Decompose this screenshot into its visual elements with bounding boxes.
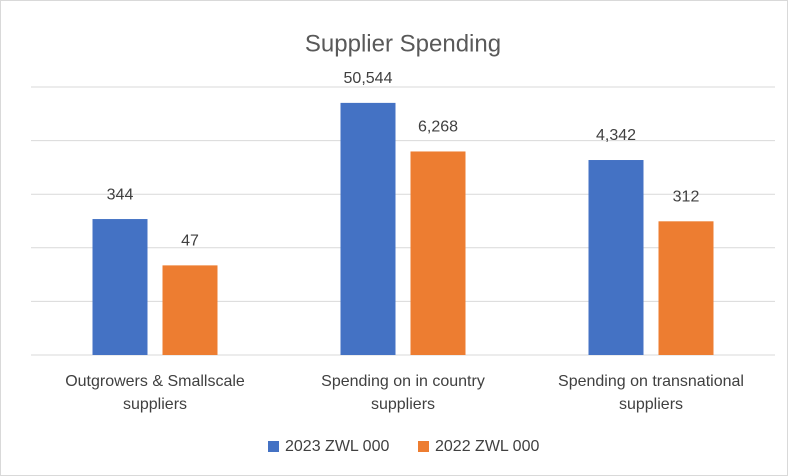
x-tick-label: Spending on transnational suppliers: [558, 373, 744, 413]
x-tick-label: Outgrowers & Smallscale suppliers: [65, 373, 245, 413]
data-label: 47: [181, 233, 199, 250]
data-label: 50,544: [344, 70, 393, 87]
chart-title: Supplier Spending: [305, 30, 501, 57]
data-label: 312: [673, 189, 700, 206]
legend-swatch: [268, 441, 279, 452]
bar: [588, 160, 644, 355]
bar: [162, 265, 218, 355]
x-tick-label: Spending on in country suppliers: [321, 373, 485, 413]
bar: [410, 151, 466, 355]
data-label: 344: [107, 186, 134, 203]
bar: [92, 219, 148, 355]
data-label: 6,268: [418, 119, 458, 136]
bar: [340, 102, 396, 356]
legend-label: 2022 ZWL 000: [435, 438, 539, 455]
legend-swatch: [418, 441, 429, 452]
data-label: 4,342: [596, 127, 636, 144]
legend-label: 2023 ZWL 000: [285, 438, 389, 455]
bar: [658, 221, 714, 355]
